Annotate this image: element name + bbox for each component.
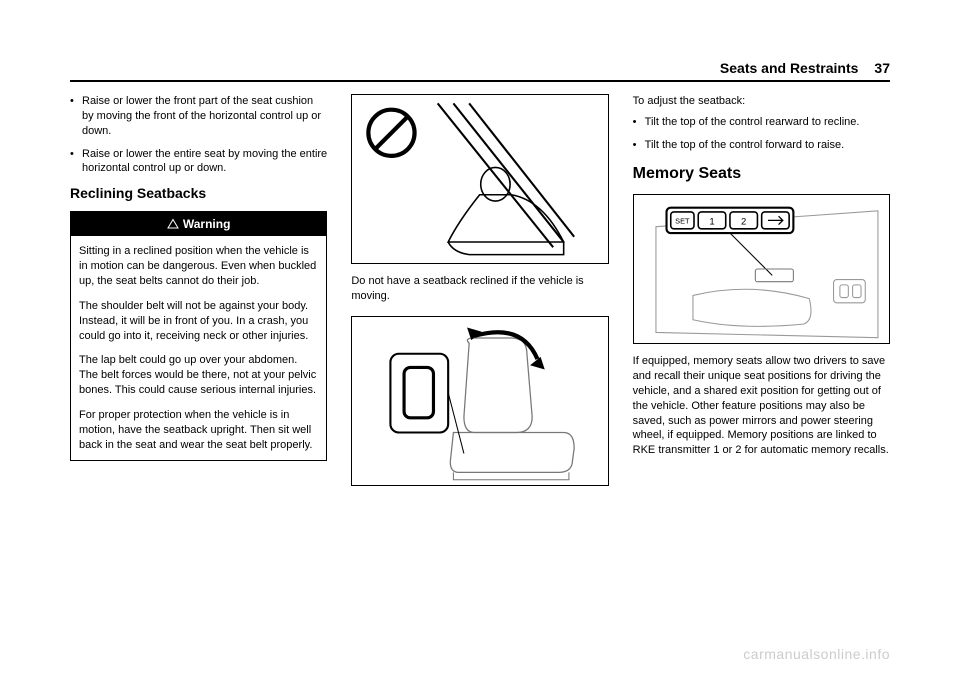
- reclined-passenger-icon: [352, 95, 607, 263]
- figure-seatback-control: [351, 316, 608, 486]
- seatback-control-icon: [352, 317, 607, 485]
- header-section-title: Seats and Restraints: [720, 60, 859, 76]
- warning-paragraph: The lap belt could go up over your abdom…: [79, 353, 318, 398]
- warning-paragraph: Sitting in a reclined position when the …: [79, 244, 318, 289]
- manual-page: Seats and Restraints 37 • Raise or lower…: [0, 0, 960, 678]
- bullet-item: • Tilt the top of the control rearward t…: [633, 115, 890, 130]
- bullet-mark-icon: •: [633, 138, 645, 153]
- memory-buttons-icon: SET 1 2: [634, 195, 889, 343]
- svg-text:1: 1: [709, 217, 714, 228]
- bullet-item: • Raise or lower the front part of the s…: [70, 94, 327, 139]
- warning-paragraph: For proper protection when the vehicle i…: [79, 408, 318, 453]
- column-middle: Do not have a seatback reclined if the v…: [351, 94, 608, 614]
- warning-triangle-icon: [167, 218, 179, 230]
- figure-reclined-prohibited: [351, 94, 608, 264]
- warning-label: Warning: [183, 216, 231, 232]
- watermark: carmanualsonline.info: [743, 646, 890, 662]
- bullet-text: Tilt the top of the control rearward to …: [645, 115, 860, 130]
- warning-paragraph: The shoulder belt will not be against yo…: [79, 299, 318, 344]
- adjust-intro: To adjust the seatback:: [633, 94, 890, 109]
- bullet-text: Raise or lower the entire seat by moving…: [82, 147, 327, 177]
- svg-text:2: 2: [741, 217, 746, 228]
- column-right: To adjust the seatback: • Tilt the top o…: [633, 94, 890, 614]
- content-columns: • Raise or lower the front part of the s…: [70, 94, 890, 614]
- column-left: • Raise or lower the front part of the s…: [70, 94, 327, 614]
- reclining-seatbacks-heading: Reclining Seatbacks: [70, 184, 327, 203]
- bullet-text: Tilt the top of the control forward to r…: [645, 138, 845, 153]
- page-header: Seats and Restraints 37: [70, 60, 890, 82]
- bullet-mark-icon: •: [633, 115, 645, 130]
- bullet-item: • Raise or lower the entire seat by movi…: [70, 147, 327, 177]
- svg-text:SET: SET: [675, 217, 690, 226]
- header-page-number: 37: [874, 60, 890, 76]
- memory-seats-heading: Memory Seats: [633, 163, 890, 185]
- bullet-mark-icon: •: [70, 94, 82, 139]
- figure-caption: Do not have a seatback reclined if the v…: [351, 274, 608, 304]
- warning-box: Warning Sitting in a reclined position w…: [70, 211, 327, 461]
- warning-header: Warning: [71, 212, 326, 236]
- figure-memory-buttons: SET 1 2: [633, 194, 890, 344]
- memory-seats-body: If equipped, memory seats allow two driv…: [633, 354, 890, 458]
- bullet-text: Raise or lower the front part of the sea…: [82, 94, 327, 139]
- bullet-item: • Tilt the top of the control forward to…: [633, 138, 890, 153]
- bullet-mark-icon: •: [70, 147, 82, 177]
- warning-body: Sitting in a reclined position when the …: [71, 236, 326, 460]
